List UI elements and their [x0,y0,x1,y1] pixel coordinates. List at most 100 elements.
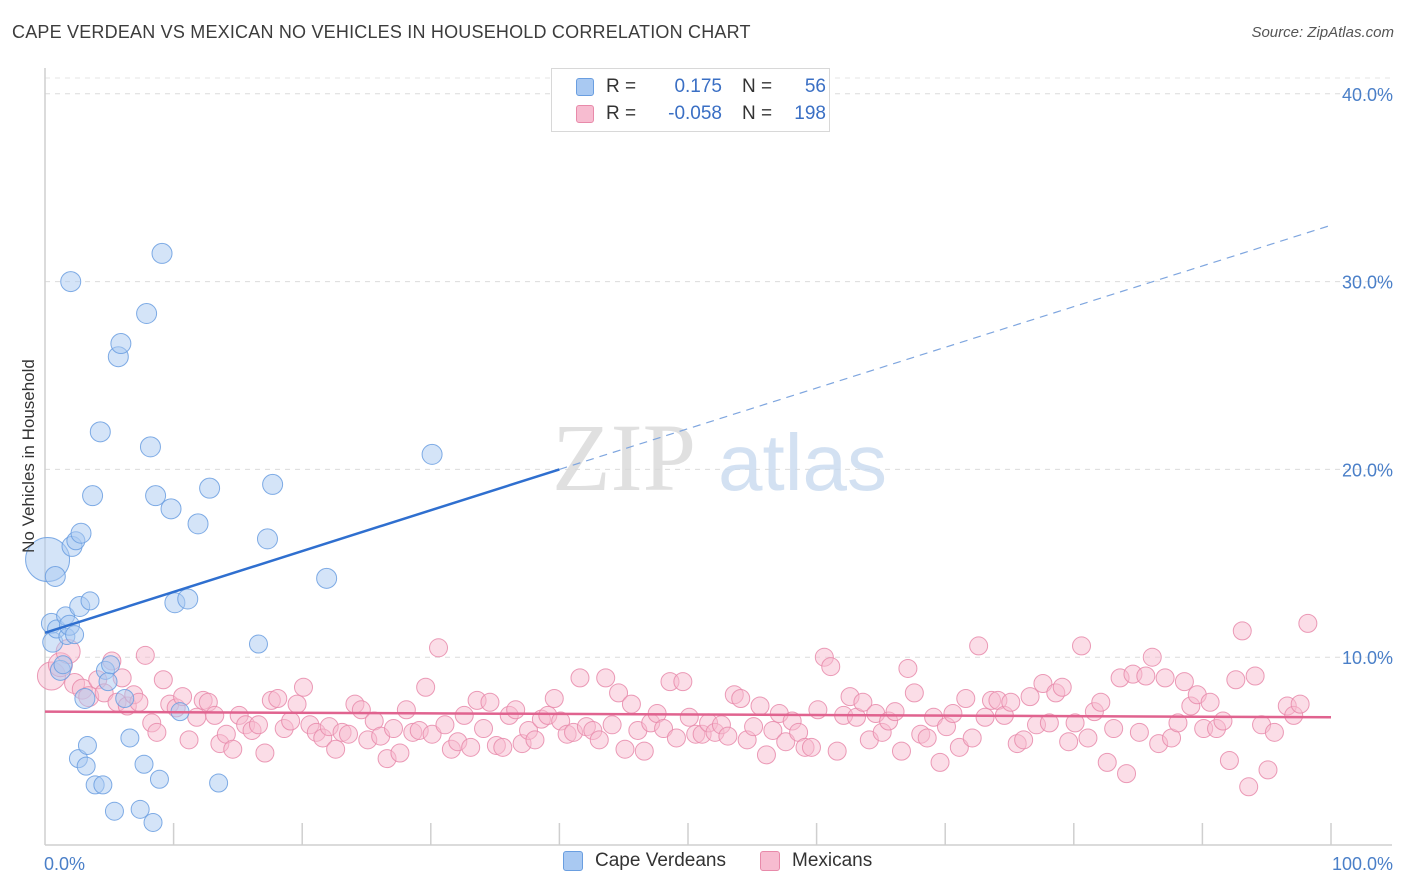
watermark: ZIP atlas [552,404,887,511]
data-point [255,743,275,763]
data-point [110,333,132,355]
data-point [975,707,995,727]
data-point [609,683,629,703]
data-point [821,657,841,677]
data-point [384,719,404,739]
data-point [1264,722,1284,742]
data-point [596,668,616,688]
legend-r-label: R = [606,103,637,124]
data-point [149,769,169,789]
data-point [1065,713,1085,733]
data-point [924,707,944,727]
legend-n-value: 198 [794,103,826,124]
data-point [1239,777,1259,797]
data-point [930,752,950,772]
data-point [1117,764,1137,784]
data-point [205,705,225,725]
y-tick-label: 40.0% [1342,85,1393,105]
data-point [756,745,776,765]
x-tick-label: 100.0% [1332,854,1393,874]
data-point [461,737,481,757]
trend-extension-cape-verdeans [559,224,1332,470]
data-point [199,477,221,499]
legend-swatch-pink [760,851,780,871]
data-point [1104,719,1124,739]
tick-labels: 10.0% 20.0% 30.0% 40.0% 0.0% 100.0% [44,85,1393,874]
data-point [1200,692,1220,712]
data-point [956,689,976,709]
data-point [544,689,564,709]
data-point [1142,647,1162,667]
data-point [416,677,436,697]
legend-item-cape-verdeans[interactable]: Cape Verdeans [563,850,726,872]
data-point [104,801,124,821]
data-point [82,485,104,507]
data-point [326,739,346,759]
data-point [827,741,847,761]
data-point [209,773,229,793]
data-point [187,707,207,727]
data-point [1033,673,1053,693]
legend-row-cape-verdeans: R = 0.175 N = 56 [552,74,826,100]
data-point [134,754,154,774]
data-point [76,756,96,776]
data-point [338,724,358,744]
data-point [281,711,301,731]
data-point [293,677,313,697]
legend-item-mexicans[interactable]: Mexicans [760,850,872,872]
data-point [525,730,545,750]
data-point [801,737,821,757]
data-point [969,636,989,656]
data-point [1020,687,1040,707]
data-point [1059,732,1079,752]
data-point [153,670,173,690]
data-point [1014,730,1034,750]
legend-r-value: -0.058 [668,103,722,124]
trend-line-cape-verdeans [44,468,560,634]
data-point [454,705,474,725]
legend-n-value: 56 [804,76,826,97]
legend-swatch-pink [576,105,594,123]
data-point [74,688,96,710]
data-point [130,799,150,819]
data-point [60,271,82,293]
grid-lines [45,77,1392,658]
data-point [147,722,167,742]
data-point [493,737,513,757]
data-point [898,658,918,678]
trend-lines [44,224,1332,719]
data-point [1174,672,1194,692]
data-point [223,739,243,759]
data-point [65,625,85,645]
data-point [1219,750,1239,770]
data-point [885,702,905,722]
data-point [396,700,416,720]
data-point [390,743,410,763]
data-point [1258,760,1278,780]
data-point [602,715,622,735]
data-point [1136,666,1156,686]
data-point [744,717,764,737]
data-point [248,634,268,654]
legend-n-label: N = [742,103,773,124]
data-point [718,726,738,746]
data-point [53,655,73,675]
data-point [421,443,443,465]
data-point [1232,621,1252,641]
legend-swatch-blue [576,78,594,96]
data-point [115,689,135,709]
data-point [1168,713,1188,733]
data-point [962,728,982,748]
data-point [1226,670,1246,690]
x-tick-label: 0.0% [44,854,85,874]
legend-r-value: 0.175 [674,76,722,97]
data-point [570,668,590,688]
data-point [151,242,173,264]
data-point [1091,692,1111,712]
data-point [1213,711,1233,731]
chart-title: CAPE VERDEAN VS MEXICAN NO VEHICLES IN H… [12,22,751,42]
data-point [949,737,969,757]
trend-line-mexicans [44,710,1332,719]
data-point [891,741,911,761]
data-point [262,473,284,495]
